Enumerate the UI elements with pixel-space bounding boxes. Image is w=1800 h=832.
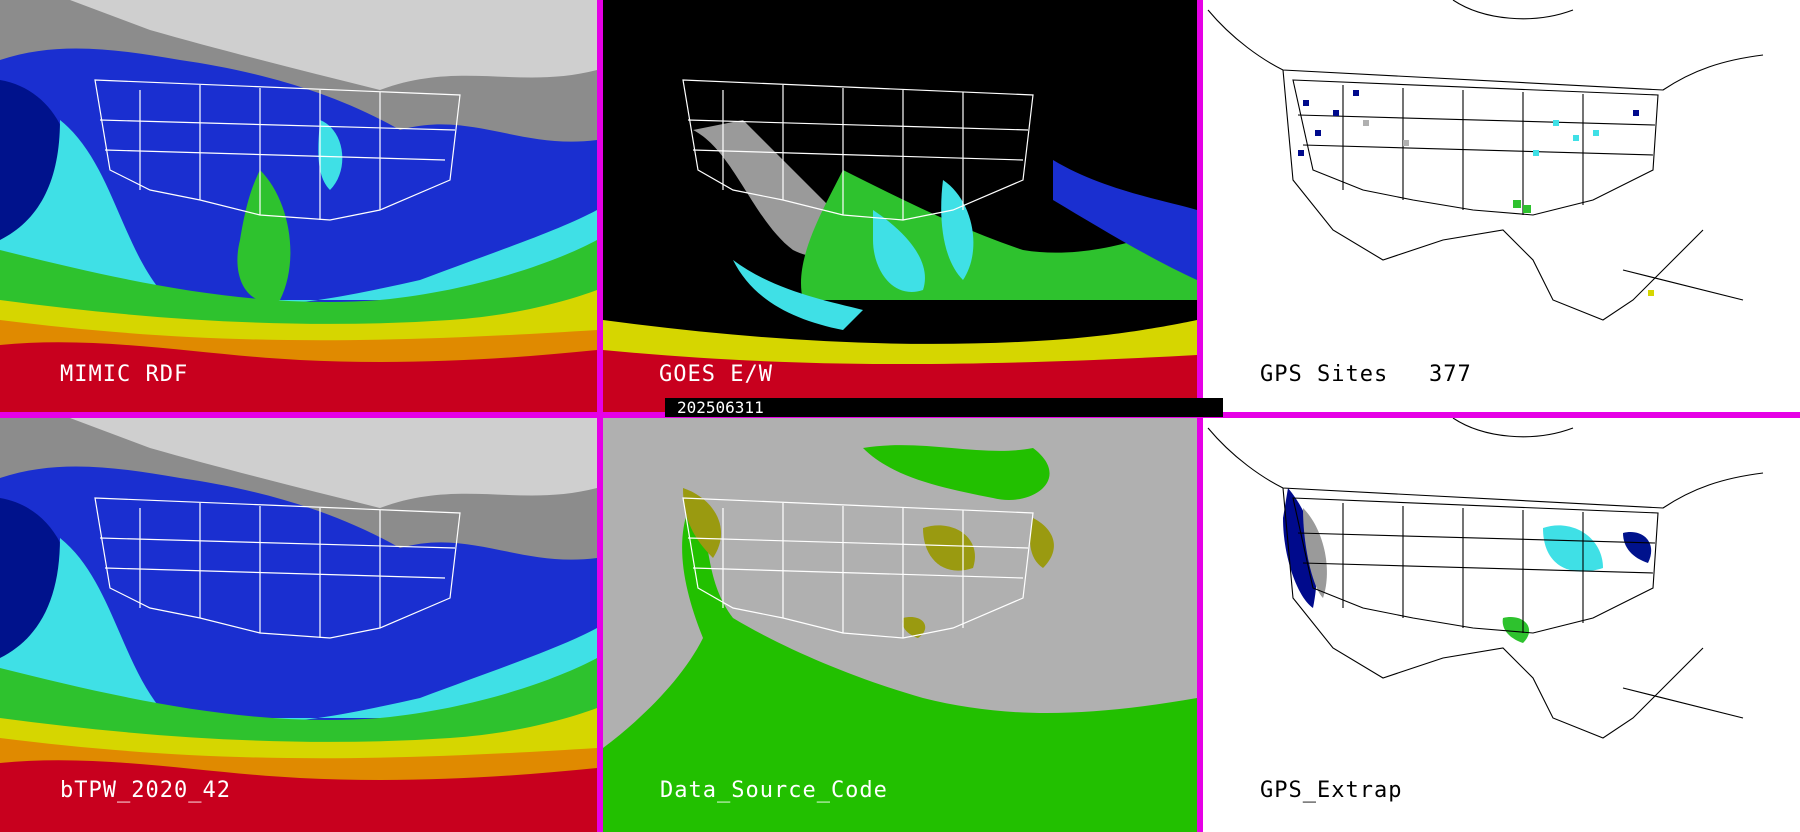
gps-extrap-map <box>1203 418 1800 832</box>
panel-mimic-rdf: MIMIC RDF <box>0 0 597 412</box>
panel-label-goes-ew: GOES E/W <box>659 362 773 387</box>
panel-label-btpw: bTPW_2020_42 <box>60 778 231 803</box>
panel-data-source-code: Data_Source_Code <box>603 418 1197 832</box>
panel-gps-sites: GPS Sites 377 <box>1203 0 1800 412</box>
panel-btpw: bTPW_2020_42 <box>0 418 597 832</box>
gps-site-count: 377 <box>1429 362 1472 387</box>
timestamp-bar: 202506311 <box>665 398 1223 417</box>
panel-gps-extrap: GPS_Extrap <box>1203 418 1800 832</box>
panel-label-mimic-rdf: MIMIC RDF <box>60 362 189 387</box>
tpw-map-bottom-left <box>0 418 597 832</box>
panel-label-gps-extrap: GPS_Extrap <box>1260 778 1403 803</box>
goes-map-top-center <box>603 0 1197 412</box>
panel-label-gps-sites: GPS Sites <box>1260 362 1389 387</box>
gps-sites-map <box>1203 0 1800 412</box>
source-code-map <box>603 418 1197 832</box>
tpw-map-top-left <box>0 0 597 412</box>
panel-label-data-source-code: Data_Source_Code <box>660 778 888 803</box>
panel-goes-ew: GOES E/W <box>603 0 1197 412</box>
